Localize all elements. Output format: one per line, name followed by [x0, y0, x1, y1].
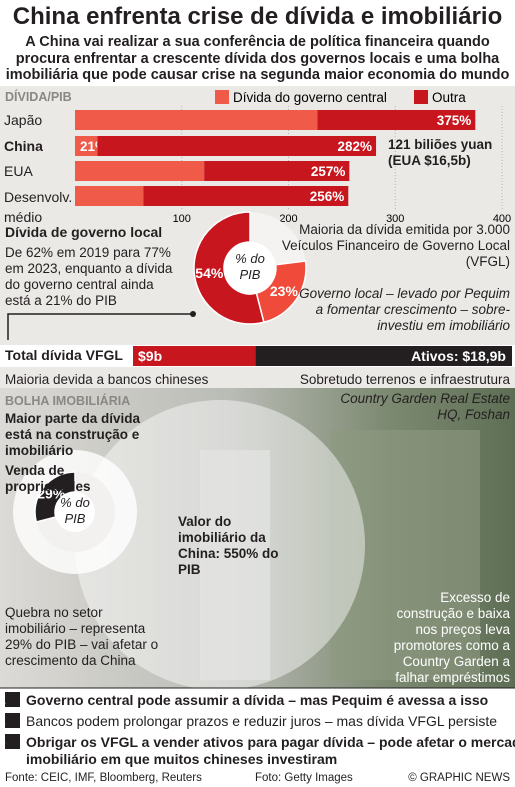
- legend-swatch: [215, 90, 229, 104]
- bar-segment: [75, 161, 205, 181]
- annotation: Valor do imobiliário da China: 550% do P…: [178, 514, 279, 577]
- list-number: 1: [0, 692, 20, 707]
- bar-segment: [97, 136, 377, 156]
- center-label: % do PIB: [235, 251, 265, 282]
- photo-credit: Foto: Getty Images: [255, 772, 353, 784]
- value-label: 23%: [270, 283, 299, 299]
- paragraph: Quebra no setor imobiliário – representa…: [5, 605, 159, 668]
- x-tick-label: 400: [493, 213, 511, 225]
- source: Fonte: CEIC, IMF, Bloomberg, Reuters: [5, 772, 202, 784]
- bracket: [7, 313, 192, 340]
- title: China enfrenta crise de dívida e imobili…: [12, 3, 503, 30]
- center-label: % do PIB: [60, 495, 90, 526]
- photo-building: [200, 450, 270, 680]
- value-label: $9b: [138, 348, 162, 364]
- bar-segment: [317, 110, 476, 130]
- note: Governo local – levado por Pequim a fome…: [299, 286, 510, 333]
- credit: © GRAPHIC NEWS: [408, 772, 510, 784]
- bar-segment: [204, 161, 350, 181]
- bracket-dot: [190, 311, 196, 317]
- section-label: DÍVIDA/PIB: [5, 90, 72, 104]
- total-label: 282%: [338, 139, 373, 154]
- list-text: Bancos podem prolongar prazos e reduzir …: [26, 713, 498, 729]
- total-label: 375%: [437, 113, 472, 128]
- label: Venda de propriedades: [5, 463, 91, 494]
- note: Maioria da dívida emitida por 3.000 Veíc…: [281, 222, 510, 269]
- list-item: 1 Governo central pode assumir a dívida –…: [0, 692, 515, 709]
- legend-swatch: [414, 90, 428, 104]
- paragraph: Maior parte da dívida está na construção…: [5, 411, 141, 458]
- list-item: 2 Bancos podem prolongar prazos e reduzir…: [0, 713, 515, 730]
- section-title: Dívida de governo local: [5, 224, 163, 240]
- bar-segment: [75, 110, 318, 130]
- bar-segment: [143, 186, 349, 206]
- value-label: 54%: [195, 265, 224, 281]
- section-label: BOLHA IMOBILIÁRIA: [5, 394, 131, 408]
- photo-caption: Country Garden Real Estate HQ, Foshan: [340, 391, 510, 422]
- list-number: 2: [0, 713, 20, 728]
- legend-label: Outra: [432, 90, 466, 105]
- total-label: 257%: [311, 164, 346, 179]
- paragraph: De 62% em 2019 para 77% em 2023, enquant…: [5, 245, 173, 308]
- legend-label: Dívida do governo central: [233, 90, 387, 105]
- photo-note: Excesso de construção e baixa nos preços…: [393, 590, 510, 685]
- list-number: 3: [0, 734, 20, 749]
- bar-segment: [75, 136, 98, 156]
- annotation: 121 biliões yuan (EUA $16,5b): [388, 137, 493, 168]
- bar: [133, 346, 256, 366]
- donut-hole: [55, 492, 95, 532]
- note: Sobretudo terrenos e infraestrutura: [299, 372, 510, 387]
- value-label: Ativos: $18,9b: [411, 348, 506, 364]
- y-tick-label: China: [4, 138, 43, 154]
- vfgl-title: Total dívida VFGL: [5, 347, 123, 363]
- donut-segment: [34, 471, 76, 523]
- list-item: 3 Obrigar os VFGL a vender ativos para pa…: [0, 734, 515, 768]
- photo-building: [330, 430, 480, 680]
- x-tick-label: 200: [279, 213, 297, 225]
- y-tick-label: EUA: [4, 163, 33, 179]
- x-tick-label: 300: [386, 213, 404, 225]
- bar: [255, 346, 513, 366]
- donut-hole: [224, 242, 276, 294]
- property-value-circle: [75, 400, 365, 690]
- subtitle: A China vai realizar a sua conferência d…: [5, 34, 510, 83]
- value-label: 29%: [37, 486, 66, 502]
- note: Maioria devida a bancos chineses: [5, 372, 209, 387]
- y-tick-label: Japão: [4, 112, 43, 128]
- x-tick-label: 100: [173, 213, 191, 225]
- y-tick-label: Desenvolv. médio: [4, 189, 73, 225]
- list-text: Governo central pode assumir a dívida – …: [26, 692, 489, 708]
- bar-segment: [75, 186, 144, 206]
- list-text: Obrigar os VFGL a vender ativos para pag…: [26, 734, 515, 767]
- total-label: 256%: [310, 189, 345, 204]
